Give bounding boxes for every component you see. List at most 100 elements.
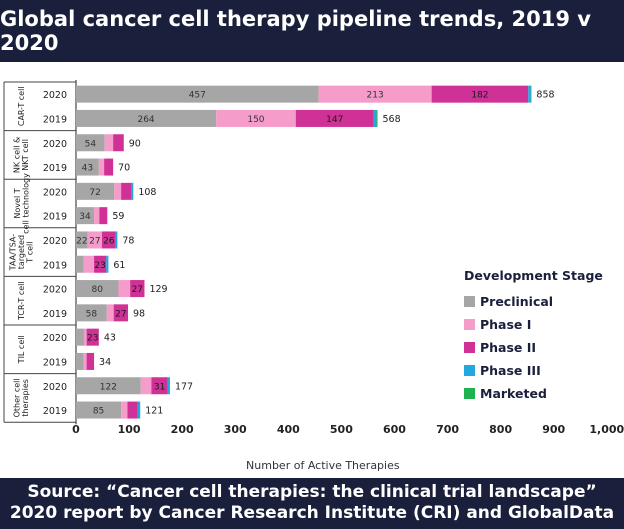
legend-label: Preclinical xyxy=(480,294,553,309)
bar-segment-preclinical xyxy=(76,182,115,200)
group-label: TIL cell xyxy=(17,335,26,364)
year-label: 2020 xyxy=(43,333,67,344)
segment-value-label: 34 xyxy=(79,212,91,222)
bar-segment-phase-ii xyxy=(431,85,529,103)
bar-segment-phase-i xyxy=(114,182,122,200)
segment-value-label: 31 xyxy=(154,382,165,392)
group-label: TCR-T cell xyxy=(17,281,26,321)
bar-segment-preclinical xyxy=(76,328,84,346)
year-label: 2020 xyxy=(43,187,67,198)
x-tick-label: 500 xyxy=(330,423,353,436)
bar-segment-phase-i xyxy=(318,85,432,103)
bar-segment-phase-i xyxy=(98,158,105,176)
source-line-2: 2020 report by Cancer Research Institute… xyxy=(9,503,615,523)
year-label: 2019 xyxy=(43,357,67,368)
legend-label: Marketed xyxy=(480,386,547,401)
segment-value-label: 213 xyxy=(367,91,384,101)
legend-label: Phase I xyxy=(480,317,531,332)
bar-segment-marketed xyxy=(530,85,532,103)
bar-segment-phase-i xyxy=(106,304,114,322)
x-axis-label: Number of Active Therapies xyxy=(246,459,400,472)
group-label: NKT cell xyxy=(21,139,30,171)
bar-segment-phase-i xyxy=(83,255,95,273)
year-label: 2020 xyxy=(43,236,67,247)
bar-segment-phase-ii xyxy=(104,158,114,176)
group-label: Other cell xyxy=(13,378,22,417)
row-total-label: 61 xyxy=(113,260,125,271)
source-footer: Source: “Cancer cell therapies: the clin… xyxy=(0,478,624,529)
segment-value-label: 457 xyxy=(189,91,206,101)
year-label: 2020 xyxy=(43,285,67,296)
bar-segment-phase-iii xyxy=(131,182,134,200)
bar-segment-phase-i xyxy=(104,134,114,152)
bar-segment-phase-iii xyxy=(373,109,377,127)
row-total-label: 78 xyxy=(122,235,134,246)
x-tick-label: 900 xyxy=(542,423,565,436)
bar-segment-preclinical xyxy=(76,304,107,322)
bar-segment-phase-i xyxy=(94,207,100,225)
bar-segment-preclinical xyxy=(76,280,119,298)
x-tick-label: 300 xyxy=(224,423,247,436)
group-label: cell technology xyxy=(21,173,30,234)
bar-segment-phase-ii xyxy=(130,280,145,298)
legend-label: Phase II xyxy=(480,340,536,355)
segment-value-label: 147 xyxy=(326,115,343,125)
segment-value-label: 54 xyxy=(85,139,97,149)
group-label: T cell xyxy=(26,241,35,263)
bar-segment-preclinical xyxy=(76,207,95,225)
bar-segment-phase-i xyxy=(87,231,103,249)
bar-segment-phase-ii xyxy=(94,255,107,273)
bar-segment-phase-i xyxy=(83,328,87,346)
segment-value-label: 43 xyxy=(82,164,93,174)
bar-segment-phase-iii xyxy=(528,85,531,103)
source-line-1: Source: “Cancer cell therapies: the clin… xyxy=(27,482,597,502)
group-label: CAR-T cell xyxy=(17,86,26,126)
bar-segment-phase-ii xyxy=(86,328,99,346)
row-total-label: 129 xyxy=(149,284,167,295)
bar-segment-preclinical xyxy=(76,85,319,103)
bar-segment-phase-iii xyxy=(106,255,109,273)
year-label: 2020 xyxy=(43,382,67,393)
segment-value-label: 122 xyxy=(100,382,117,392)
segment-value-label: 264 xyxy=(137,115,154,125)
year-label: 2019 xyxy=(43,163,67,174)
legend-swatch xyxy=(464,342,475,353)
x-tick-label: 400 xyxy=(277,423,300,436)
legend-swatch xyxy=(464,365,475,376)
legend-swatch xyxy=(464,296,475,307)
bar-segment-preclinical xyxy=(76,352,84,370)
legend-swatch xyxy=(464,319,475,330)
legend-title: Development Stage xyxy=(464,268,603,283)
row-total-label: 858 xyxy=(536,90,554,101)
bar-segment-phase-i xyxy=(121,401,128,419)
bar-segment-preclinical xyxy=(76,109,217,127)
bar-segment-marketed xyxy=(376,109,378,127)
row-total-label: 108 xyxy=(138,187,156,198)
group-label: Novel T xyxy=(13,188,22,218)
bar-segment-phase-iii xyxy=(167,377,170,395)
group-label: TAA/TSA- xyxy=(9,234,18,272)
bar-segment-phase-ii xyxy=(113,134,124,152)
bar-segment-phase-i xyxy=(140,377,152,395)
bar-segment-phase-ii xyxy=(121,182,132,200)
year-label: 2020 xyxy=(43,139,67,150)
row-total-label: 98 xyxy=(133,308,145,319)
segment-value-label: 150 xyxy=(247,115,264,125)
year-label: 2019 xyxy=(43,406,67,417)
bar-segment-phase-iii xyxy=(137,401,141,419)
bar-segment-phase-ii xyxy=(295,109,374,127)
year-label: 2019 xyxy=(43,309,67,320)
bar-segment-phase-ii xyxy=(99,207,108,225)
group-label: targeted xyxy=(17,235,26,269)
bar-segment-phase-i xyxy=(216,109,296,127)
year-label: 2019 xyxy=(43,114,67,125)
year-label: 2019 xyxy=(43,212,67,223)
bar-segment-preclinical xyxy=(76,377,141,395)
x-tick-label: 700 xyxy=(436,423,459,436)
x-tick-label: 1,000 xyxy=(589,423,624,436)
x-tick-label: 100 xyxy=(118,423,141,436)
row-total-label: 121 xyxy=(145,406,163,417)
bar-segment-phase-ii xyxy=(113,304,129,322)
